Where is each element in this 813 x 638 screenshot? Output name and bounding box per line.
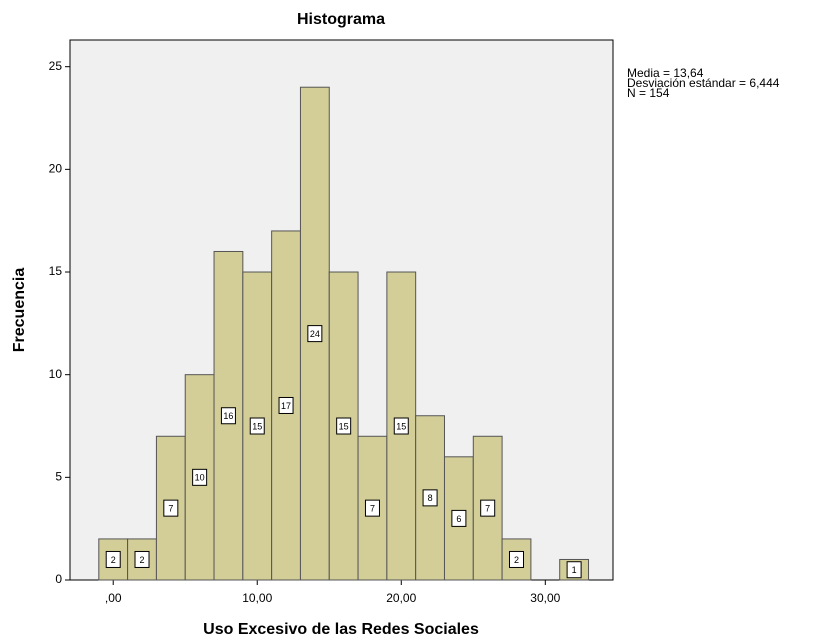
value-label-box (220, 407, 236, 425)
y-tick-label: 10 (49, 367, 63, 381)
y-tick-label: 0 (55, 572, 62, 586)
value-label: 1 (572, 565, 577, 575)
chart-title: Histograma (297, 11, 385, 28)
value-label-box (393, 417, 409, 435)
value-label-box (307, 325, 323, 343)
value-label: 2 (514, 555, 519, 565)
value-label: 15 (396, 421, 406, 431)
value-label: 16 (223, 411, 233, 421)
value-label: 6 (456, 514, 461, 524)
stats-annotation: Desviación estándar = 6,444 (627, 76, 780, 90)
y-tick-label: 15 (49, 264, 63, 278)
value-label-box (134, 550, 150, 568)
y-tick-label: 20 (49, 162, 63, 176)
value-label: 15 (252, 421, 262, 431)
stats-annotation: N = 154 (627, 86, 670, 100)
value-label-box (336, 417, 352, 435)
value-label: 17 (281, 401, 291, 411)
value-label-box (364, 499, 380, 517)
x-tick-label: ,00 (105, 591, 122, 605)
y-tick-label: 5 (55, 470, 62, 484)
value-label-box (278, 396, 294, 414)
value-label: 2 (111, 555, 116, 565)
value-label-box (163, 499, 179, 517)
y-tick-label: 25 (49, 59, 63, 73)
value-label-box (192, 468, 208, 486)
value-label: 10 (195, 473, 205, 483)
value-label-box (480, 499, 496, 517)
value-label-box (508, 550, 524, 568)
value-label-box (566, 561, 582, 579)
value-label-box (105, 550, 121, 568)
value-label: 15 (339, 421, 349, 431)
value-label: 7 (370, 504, 375, 514)
value-label: 7 (168, 504, 173, 514)
value-label-box (451, 509, 467, 527)
x-tick-label: 20,00 (386, 591, 416, 605)
value-label: 2 (140, 555, 145, 565)
value-label: 24 (310, 329, 320, 339)
bar (472, 435, 503, 581)
x-axis-label: Uso Excesivo de las Redes Sociales (203, 621, 479, 638)
x-tick-label: 10,00 (242, 591, 272, 605)
value-label: 7 (485, 504, 490, 514)
value-label-box (249, 417, 265, 435)
x-tick-label: 30,00 (530, 591, 560, 605)
value-label: 8 (428, 493, 433, 503)
stats-annotation: Media = 13,64 (627, 66, 704, 80)
y-axis-label: Frecuencia (11, 268, 28, 353)
value-label-box (422, 489, 438, 507)
